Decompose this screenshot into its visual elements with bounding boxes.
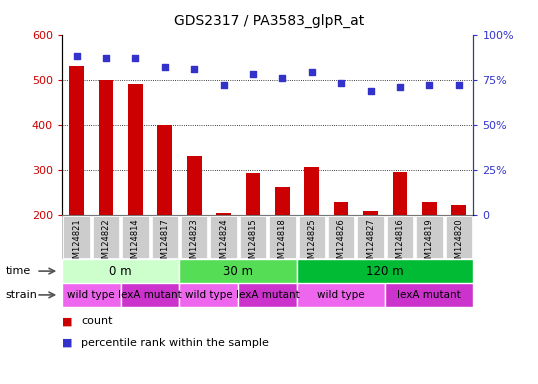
Text: lexA mutant: lexA mutant	[236, 290, 300, 300]
Bar	[62, 259, 180, 283]
Bar	[393, 172, 407, 215]
FancyBboxPatch shape	[328, 216, 355, 258]
Point	[220, 82, 228, 88]
Text: 30 m: 30 m	[223, 265, 253, 278]
FancyBboxPatch shape	[181, 216, 207, 258]
FancyBboxPatch shape	[240, 216, 266, 258]
Text: GSM124824: GSM124824	[219, 218, 228, 269]
Point	[190, 66, 199, 72]
Point	[160, 64, 169, 70]
Text: percentile rank within the sample: percentile rank within the sample	[81, 338, 269, 348]
Bar	[305, 167, 319, 215]
FancyBboxPatch shape	[299, 216, 325, 258]
FancyBboxPatch shape	[357, 216, 384, 258]
Text: GSM124827: GSM124827	[366, 218, 375, 269]
Text: 120 m: 120 m	[366, 265, 404, 278]
FancyBboxPatch shape	[93, 216, 119, 258]
Text: GSM124817: GSM124817	[160, 218, 169, 269]
Text: strain: strain	[5, 290, 37, 300]
Text: wild type: wild type	[185, 290, 232, 300]
Text: GSM124818: GSM124818	[278, 218, 287, 269]
Bar	[238, 283, 297, 307]
Bar	[246, 173, 260, 215]
Bar	[297, 259, 473, 283]
Point	[249, 71, 257, 77]
FancyBboxPatch shape	[269, 216, 295, 258]
FancyBboxPatch shape	[152, 216, 178, 258]
Bar	[216, 213, 231, 215]
Text: GSM124826: GSM124826	[337, 218, 345, 269]
Bar	[128, 84, 143, 215]
Text: time: time	[5, 266, 31, 276]
Text: GSM124814: GSM124814	[131, 218, 140, 269]
FancyBboxPatch shape	[445, 216, 472, 258]
Bar	[98, 80, 114, 215]
Point	[102, 55, 110, 61]
Text: GDS2317 / PA3583_glpR_at: GDS2317 / PA3583_glpR_at	[174, 13, 364, 28]
Text: wild type: wild type	[317, 290, 365, 300]
Bar	[451, 205, 466, 215]
Text: lexA mutant: lexA mutant	[118, 290, 182, 300]
Text: GSM124816: GSM124816	[395, 218, 405, 269]
Point	[307, 70, 316, 76]
Bar	[297, 283, 385, 307]
Point	[425, 82, 434, 88]
Text: ■: ■	[62, 338, 73, 348]
Text: GSM124821: GSM124821	[72, 218, 81, 269]
FancyBboxPatch shape	[122, 216, 148, 258]
Text: GSM124822: GSM124822	[102, 218, 110, 269]
Bar	[385, 283, 473, 307]
Point	[131, 55, 140, 61]
Text: GSM124819: GSM124819	[425, 218, 434, 269]
Bar	[334, 202, 349, 215]
Bar	[422, 202, 437, 215]
Bar	[363, 210, 378, 215]
Text: wild type: wild type	[67, 290, 115, 300]
Text: count: count	[81, 316, 113, 326]
FancyBboxPatch shape	[416, 216, 443, 258]
FancyBboxPatch shape	[387, 216, 413, 258]
Bar	[180, 259, 297, 283]
Bar	[62, 283, 121, 307]
Point	[278, 75, 287, 81]
Text: GSM124823: GSM124823	[190, 218, 199, 269]
Bar	[187, 156, 202, 215]
Text: GSM124825: GSM124825	[307, 218, 316, 269]
Point	[72, 53, 81, 59]
Text: ■: ■	[62, 316, 73, 326]
Bar	[158, 125, 172, 215]
FancyBboxPatch shape	[63, 216, 90, 258]
Text: lexA mutant: lexA mutant	[398, 290, 461, 300]
Point	[337, 80, 345, 86]
Text: GSM124815: GSM124815	[249, 218, 258, 269]
Text: GSM124820: GSM124820	[454, 218, 463, 269]
Bar	[69, 66, 84, 215]
Bar	[275, 187, 289, 215]
Bar	[180, 283, 238, 307]
Bar	[121, 283, 180, 307]
Text: 0 m: 0 m	[109, 265, 132, 278]
Point	[455, 82, 463, 88]
Point	[366, 88, 375, 94]
Point	[395, 84, 404, 90]
FancyBboxPatch shape	[210, 216, 237, 258]
